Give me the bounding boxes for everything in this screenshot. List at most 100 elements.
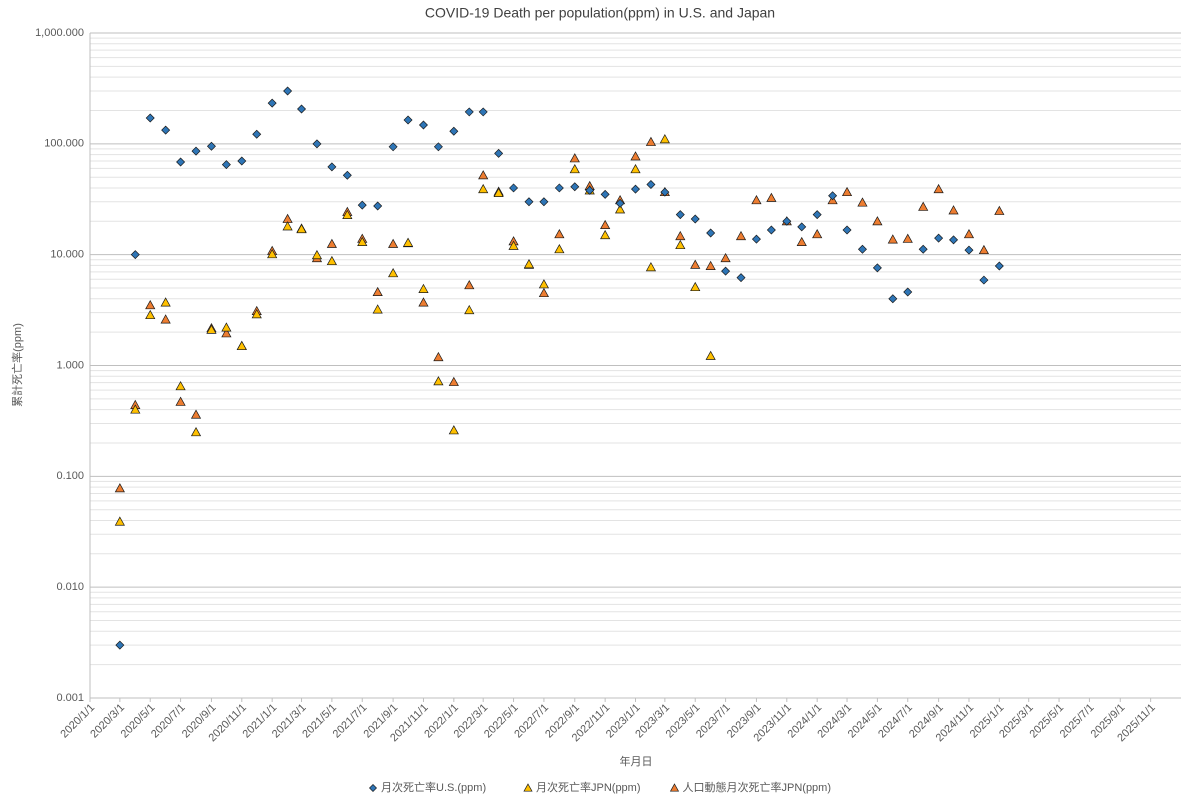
data-point — [600, 219, 611, 230]
data-point — [251, 309, 262, 319]
data-point — [659, 134, 670, 144]
data-point — [857, 197, 868, 207]
data-point — [646, 179, 656, 189]
data-point — [524, 197, 534, 207]
data-point — [176, 157, 186, 167]
data-point — [569, 164, 580, 174]
data-point — [221, 160, 231, 170]
data-point — [690, 281, 701, 292]
data-point — [690, 259, 701, 269]
data-point — [509, 183, 519, 193]
data-point — [857, 244, 867, 254]
data-point — [660, 187, 670, 197]
data-point — [675, 230, 686, 241]
data-point — [130, 250, 140, 260]
data-point — [705, 350, 716, 360]
data-point — [994, 205, 1005, 215]
data-point — [630, 164, 641, 174]
data-point — [675, 210, 685, 220]
data-point — [161, 125, 171, 135]
data-point — [934, 233, 944, 243]
data-point — [191, 146, 201, 156]
data-point — [978, 244, 989, 255]
y-tick-label: 100.000 — [44, 138, 84, 150]
data-point — [828, 191, 838, 201]
data-point — [508, 240, 519, 250]
data-point — [190, 427, 202, 437]
data-point — [539, 197, 549, 207]
data-point — [554, 183, 564, 193]
data-point — [296, 223, 307, 234]
data-point — [190, 409, 202, 419]
data-point — [615, 198, 625, 208]
data-point — [478, 170, 489, 180]
data-point — [690, 214, 700, 224]
data-point — [963, 228, 975, 239]
data-point — [175, 381, 186, 391]
data-point — [918, 244, 928, 254]
data-point — [554, 243, 565, 254]
data-point — [388, 238, 399, 248]
data-point — [841, 186, 853, 197]
data-point — [614, 204, 626, 214]
data-point — [357, 236, 368, 246]
data-point — [902, 233, 913, 243]
data-point — [948, 205, 959, 215]
data-point — [918, 201, 929, 211]
data-point — [706, 228, 716, 238]
data-point — [888, 294, 898, 304]
data-point — [554, 228, 565, 239]
data-point — [252, 129, 262, 139]
data-point — [493, 187, 504, 197]
data-point — [114, 483, 125, 493]
data-point — [448, 425, 459, 435]
data-point — [903, 287, 913, 297]
data-point — [796, 236, 807, 246]
data-point — [478, 107, 488, 117]
data-point — [283, 86, 293, 96]
data-point — [418, 120, 428, 130]
y-axis-label: 累計死亡率(ppm) — [10, 323, 24, 407]
data-point — [130, 404, 141, 414]
data-point — [751, 234, 761, 244]
data-point — [645, 262, 657, 272]
data-point — [464, 280, 475, 290]
data-point — [721, 266, 731, 276]
data-point — [538, 279, 550, 289]
legend-label: 人口動態月次死亡率JPN(ppm) — [683, 780, 832, 794]
data-point — [675, 239, 686, 250]
data-point — [600, 229, 611, 240]
data-point — [342, 209, 353, 219]
data-point — [327, 162, 337, 172]
x-axis-label: 年月日 — [620, 754, 653, 768]
data-point — [373, 201, 383, 211]
data-point — [145, 299, 156, 310]
data-point — [282, 221, 293, 231]
legend-label: 月次死亡率U.S.(ppm) — [381, 780, 486, 794]
data-point — [312, 139, 322, 149]
data-point — [766, 225, 776, 235]
data-point — [418, 297, 429, 307]
data-point — [145, 309, 156, 320]
data-point — [236, 340, 247, 350]
y-tick-label: 1.000 — [56, 359, 84, 371]
y-tick-label: 10.000 — [50, 249, 84, 261]
data-point — [600, 189, 610, 199]
data-point — [494, 148, 504, 158]
data-point — [402, 237, 414, 247]
data-point — [372, 304, 383, 314]
data-point — [994, 261, 1004, 271]
data-point — [114, 516, 125, 526]
chart-title: COVID-19 Death per population(ppm) in U.… — [425, 5, 775, 21]
legend-label: 月次死亡率JPN(ppm) — [536, 780, 641, 794]
data-point — [797, 222, 807, 232]
data-point — [311, 249, 323, 260]
data-point — [403, 115, 413, 125]
data-point — [145, 113, 155, 123]
data-point — [357, 200, 367, 210]
data-point — [418, 283, 429, 293]
data-point — [342, 170, 352, 180]
data-point — [631, 184, 640, 194]
